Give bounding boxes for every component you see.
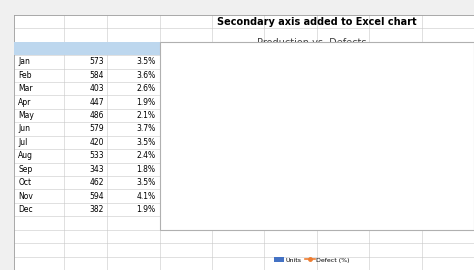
Text: 2.4%: 2.4%: [137, 151, 155, 160]
Text: 3.5%: 3.5%: [137, 57, 155, 66]
Bar: [273, 98, 286, 208]
Text: 462: 462: [89, 178, 104, 187]
Text: Units: Units: [67, 44, 90, 53]
Text: Secondary axis added to Excel chart: Secondary axis added to Excel chart: [217, 16, 417, 26]
Text: 13: 13: [3, 180, 11, 186]
Text: Nov: Nov: [18, 192, 33, 201]
Bar: [317, 113, 329, 208]
Text: 4: 4: [5, 59, 9, 65]
Text: 12: 12: [3, 166, 11, 172]
Text: Apr: Apr: [18, 98, 32, 107]
Text: Dec: Dec: [18, 205, 33, 214]
Text: 2.1%: 2.1%: [137, 111, 155, 120]
Text: 3: 3: [5, 45, 9, 51]
Text: Feb: Feb: [18, 71, 32, 80]
Text: Jul: Jul: [18, 138, 27, 147]
Text: 382: 382: [90, 205, 104, 214]
Text: 1.8%: 1.8%: [137, 165, 155, 174]
Text: 17: 17: [3, 234, 11, 239]
Bar: [209, 76, 222, 208]
Text: G: G: [340, 3, 346, 12]
Text: 2.6%: 2.6%: [137, 84, 155, 93]
Bar: [295, 77, 308, 208]
Text: Defect (%): Defect (%): [111, 44, 157, 53]
Text: 9: 9: [5, 126, 9, 132]
Bar: [188, 79, 201, 208]
Text: E: E: [236, 3, 241, 12]
Text: 19: 19: [3, 260, 11, 266]
Bar: [252, 107, 265, 208]
Text: 447: 447: [89, 98, 104, 107]
Text: 579: 579: [89, 124, 104, 133]
Bar: [359, 130, 372, 208]
Text: 16: 16: [3, 220, 11, 226]
Text: 7: 7: [5, 99, 9, 105]
Bar: [424, 122, 437, 208]
Text: 420: 420: [89, 138, 104, 147]
Bar: [381, 104, 393, 208]
Title: Production vs. Defects: Production vs. Defects: [257, 38, 367, 48]
Text: D: D: [183, 3, 189, 12]
Text: 5: 5: [5, 72, 9, 78]
Bar: [402, 74, 415, 208]
Text: F: F: [289, 3, 293, 12]
Text: 15: 15: [3, 207, 11, 212]
Text: 3.7%: 3.7%: [137, 124, 155, 133]
Text: 1: 1: [5, 19, 9, 25]
Text: 584: 584: [89, 71, 104, 80]
Bar: [231, 117, 244, 208]
Text: 6: 6: [5, 86, 9, 92]
Text: 573: 573: [89, 57, 104, 66]
Text: 594: 594: [89, 192, 104, 201]
Text: 3.5%: 3.5%: [137, 138, 155, 147]
Text: 8: 8: [5, 113, 9, 119]
Text: 1.9%: 1.9%: [137, 205, 155, 214]
Text: Sep: Sep: [18, 165, 32, 174]
Text: 4.1%: 4.1%: [137, 192, 155, 201]
Text: H: H: [392, 3, 398, 12]
Text: C: C: [131, 3, 136, 12]
Text: Oct: Oct: [18, 178, 31, 187]
Text: Aug: Aug: [18, 151, 33, 160]
Text: I: I: [447, 3, 449, 12]
Text: 486: 486: [89, 111, 104, 120]
Text: 2: 2: [5, 32, 9, 38]
Text: 1.9%: 1.9%: [137, 98, 155, 107]
Text: B: B: [83, 3, 88, 12]
Text: 10: 10: [3, 139, 11, 146]
Text: 14: 14: [3, 193, 11, 199]
Text: 343: 343: [89, 165, 104, 174]
Text: A: A: [36, 3, 42, 12]
Text: 3.6%: 3.6%: [137, 71, 155, 80]
Text: Jan: Jan: [18, 57, 30, 66]
Text: May: May: [18, 111, 34, 120]
Bar: [338, 87, 351, 208]
Text: 11: 11: [3, 153, 11, 159]
Text: 18: 18: [3, 247, 11, 253]
Text: Jun: Jun: [18, 124, 30, 133]
Legend: Units, Defect (%): Units, Defect (%): [272, 255, 353, 265]
Text: Mar: Mar: [18, 84, 33, 93]
Text: 533: 533: [89, 151, 104, 160]
Text: Month: Month: [18, 44, 46, 53]
Text: 403: 403: [89, 84, 104, 93]
Text: 3.5%: 3.5%: [137, 178, 155, 187]
